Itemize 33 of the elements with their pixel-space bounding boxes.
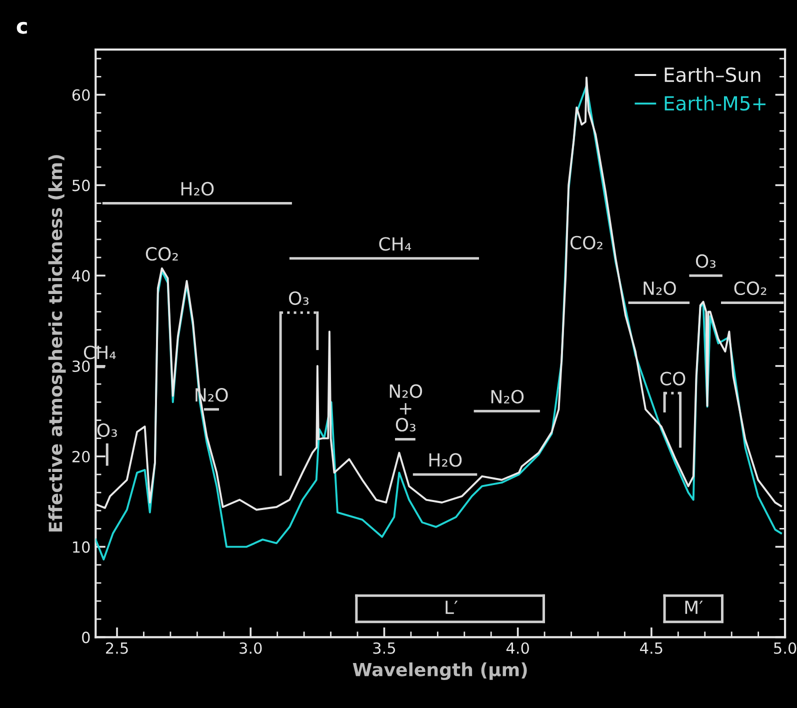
x-tick-label: 4.0 bbox=[506, 642, 529, 654]
annotation: L′ bbox=[446, 600, 458, 614]
x-tick-label: 3.0 bbox=[240, 642, 262, 654]
y-tick-label: 40 bbox=[72, 270, 90, 282]
y-tick-label: 10 bbox=[73, 541, 90, 553]
chart-title: c bbox=[16, 22, 27, 34]
annotation: N₂O + O₃ bbox=[390, 384, 422, 432]
legend-label: Earth-M5+ bbox=[664, 96, 766, 111]
annotation: CO₂ bbox=[734, 281, 766, 296]
annotation: CO₂ bbox=[570, 236, 602, 250]
y-tick-label: 20 bbox=[72, 450, 90, 462]
y-axis-title: Effective atmospheric thickness (km) bbox=[48, 155, 66, 532]
y-tick-label: 30 bbox=[72, 360, 90, 372]
annotation: O₃ bbox=[97, 423, 117, 437]
y-tick-label: 0 bbox=[82, 632, 90, 644]
annotation: N₂O bbox=[491, 390, 524, 404]
x-axis-title: Wavelength (µm) bbox=[352, 662, 527, 680]
annotation: CO bbox=[660, 372, 686, 386]
annotation: CO₂ bbox=[146, 247, 178, 261]
y-tick-label: 50 bbox=[72, 180, 90, 192]
annotation: CH₄ bbox=[379, 237, 412, 251]
x-tick-label: 4.5 bbox=[640, 642, 662, 654]
x-tick-label: 5.0 bbox=[774, 642, 796, 654]
x-tick-label: 3.5 bbox=[373, 642, 396, 654]
annotation: N₂O bbox=[644, 281, 676, 296]
annotation: H₂O bbox=[181, 182, 214, 196]
y-tick-label: 60 bbox=[72, 89, 90, 101]
annotation: M′ bbox=[685, 600, 703, 614]
legend-label: Earth–Sun bbox=[664, 67, 760, 82]
annotation: O₃ bbox=[696, 254, 716, 268]
x-tick-label: 2.5 bbox=[106, 642, 128, 654]
annotation: O₃ bbox=[289, 291, 309, 305]
annotation: H₂O bbox=[429, 453, 462, 467]
